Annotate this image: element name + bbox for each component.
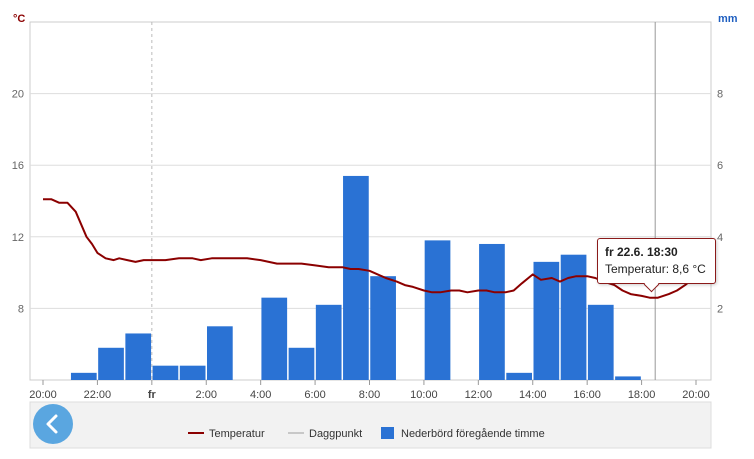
tooltip-text: Temperatur: 8,6 °C — [605, 262, 706, 276]
precip-bar — [125, 333, 152, 380]
right-tick-label: 4 — [717, 232, 723, 244]
precip-bar — [370, 276, 396, 380]
legend-bar — [29, 401, 712, 449]
x-tick-label: 20:00 — [682, 389, 710, 401]
x-tick-label: 6:00 — [304, 389, 325, 401]
chevron-left-icon — [46, 414, 58, 434]
left-tick-label: 12 — [12, 232, 24, 244]
x-tick-label: fr — [148, 389, 157, 401]
legend-label[interactable]: Daggpunkt — [309, 428, 362, 440]
x-tick-label: 18:00 — [628, 389, 656, 401]
precip-bar — [207, 326, 233, 380]
x-tick-label: 4:00 — [250, 389, 271, 401]
precipitation-bars — [70, 175, 641, 380]
x-tick-label: 8:00 — [359, 389, 380, 401]
precip-bar — [288, 347, 315, 380]
tooltip-title: fr 22.6. 18:30 — [605, 245, 678, 259]
precip-bar — [587, 304, 614, 380]
back-button[interactable] — [33, 404, 73, 444]
precip-bar — [615, 376, 641, 380]
precip-bar — [533, 261, 560, 380]
precip-bar — [152, 365, 179, 380]
tooltip: fr 22.6. 18:30 Temperatur: 8,6 °C — [597, 238, 716, 293]
precip-bar — [98, 347, 124, 380]
precip-bar — [70, 372, 97, 380]
x-tick-label: 12:00 — [465, 389, 493, 401]
right-tick-label: 8 — [717, 89, 723, 101]
precip-bar — [343, 175, 369, 380]
x-tick-label: 14:00 — [519, 389, 547, 401]
x-tick-label: 16:00 — [573, 389, 601, 401]
x-tick-label: 22:00 — [84, 389, 112, 401]
left-tick-label: 20 — [12, 89, 24, 101]
legend: Temperatur Daggpunkt Nederbörd föregående … — [188, 427, 545, 440]
temperature-polyline — [43, 198, 697, 299]
temperature-line — [43, 198, 697, 299]
left-tick-label: 16 — [12, 160, 24, 172]
legend-label[interactable]: Temperatur — [209, 428, 265, 440]
right-axis-unit: mm — [718, 13, 738, 25]
precip-bar — [424, 240, 451, 380]
right-tick-label: 6 — [717, 160, 723, 172]
legend-swatch — [381, 427, 394, 439]
precip-bar — [179, 365, 206, 380]
x-tick-label: 20:00 — [29, 389, 57, 401]
legend-label[interactable]: Nederbörd föregående timme — [401, 428, 545, 440]
left-tick-label: 8 — [18, 303, 24, 315]
right-tick-label: 2 — [717, 303, 723, 315]
x-tick-label: 10:00 — [410, 389, 438, 401]
precip-bar — [560, 254, 587, 380]
precip-bar — [479, 243, 505, 380]
left-axis-unit: °C — [13, 13, 25, 25]
x-tick-label: 2:00 — [196, 389, 217, 401]
precip-bar — [506, 372, 532, 380]
precip-bar — [315, 304, 342, 380]
precip-bar — [261, 297, 288, 380]
